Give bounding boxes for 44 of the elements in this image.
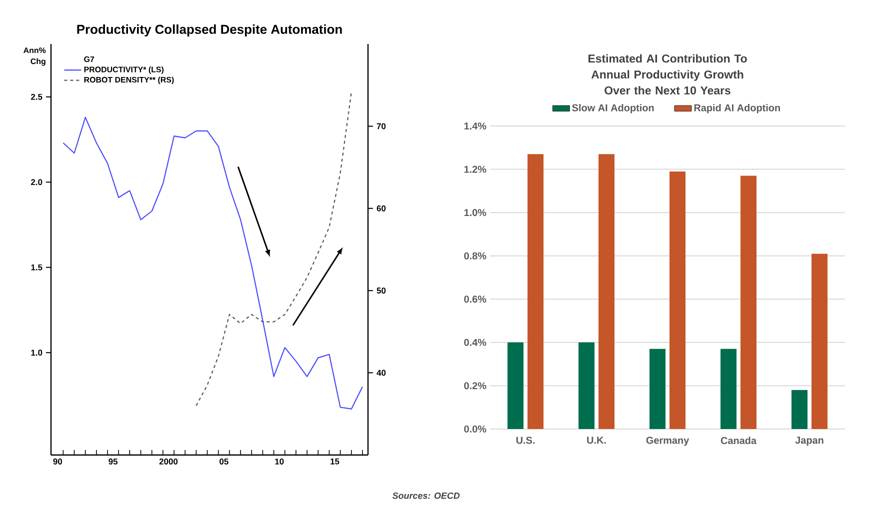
- bar: [720, 348, 737, 429]
- y-tick-label: 0.4%: [464, 338, 486, 346]
- y-tick-label: 2.0: [31, 179, 42, 186]
- x-tick-label: 2000: [159, 458, 178, 465]
- x-tick-label: 90: [53, 458, 62, 465]
- y-tick-label: 0.0%: [464, 425, 486, 433]
- y2-tick-label: 40: [376, 370, 386, 376]
- y-tick-label: 2.5: [31, 94, 42, 100]
- x-tick-label: U.K.: [587, 436, 606, 444]
- legend-label: Slow AI Adoption: [572, 104, 654, 114]
- y2-tick-label: 50: [376, 288, 386, 294]
- y-tick-label: 0.6%: [464, 296, 486, 303]
- y2-tick-label: 70: [376, 123, 386, 130]
- bar: [598, 154, 615, 429]
- bar: [528, 154, 544, 429]
- legend-label: Rapid AI Adoption: [694, 104, 780, 114]
- x-tick-label: 95: [108, 458, 118, 465]
- y-tick-label: 0.2%: [464, 382, 486, 390]
- bar: [670, 171, 686, 429]
- chart-title: Productivity Collapsed Despite Automation: [77, 24, 342, 36]
- y-tick-label: 1.2%: [464, 166, 486, 173]
- bar: [812, 254, 828, 429]
- x-tick-label: 15: [330, 458, 340, 464]
- chart-title: Estimated AI Contribution To Annual Productivity Growth Over the Next 10 Years: [588, 54, 747, 94]
- y-tick-label: 1.0%: [464, 209, 486, 216]
- bar: [792, 390, 808, 429]
- x-tick-label: 05: [220, 458, 228, 465]
- y-tick-label: 1.4%: [464, 122, 486, 130]
- x-tick-label: Germany: [646, 436, 690, 446]
- y-tick-label: 1.5: [31, 264, 42, 270]
- line-series: [196, 92, 352, 406]
- x-tick-label: Japan: [795, 436, 824, 446]
- y2-tick-label: 60: [376, 205, 386, 212]
- bar: [578, 342, 595, 429]
- bar: [508, 342, 524, 429]
- x-tick-label: U.S.: [516, 436, 535, 444]
- y-tick-label: 0.8%: [464, 252, 486, 260]
- x-tick-label: 10: [275, 458, 284, 465]
- source-note: Sources: OECD: [392, 492, 460, 499]
- line-series: [62, 116, 364, 410]
- y-tick-label: 1.0: [31, 350, 42, 356]
- x-tick-label: Canada: [720, 436, 757, 444]
- bar: [740, 176, 757, 429]
- bar: [650, 348, 666, 429]
